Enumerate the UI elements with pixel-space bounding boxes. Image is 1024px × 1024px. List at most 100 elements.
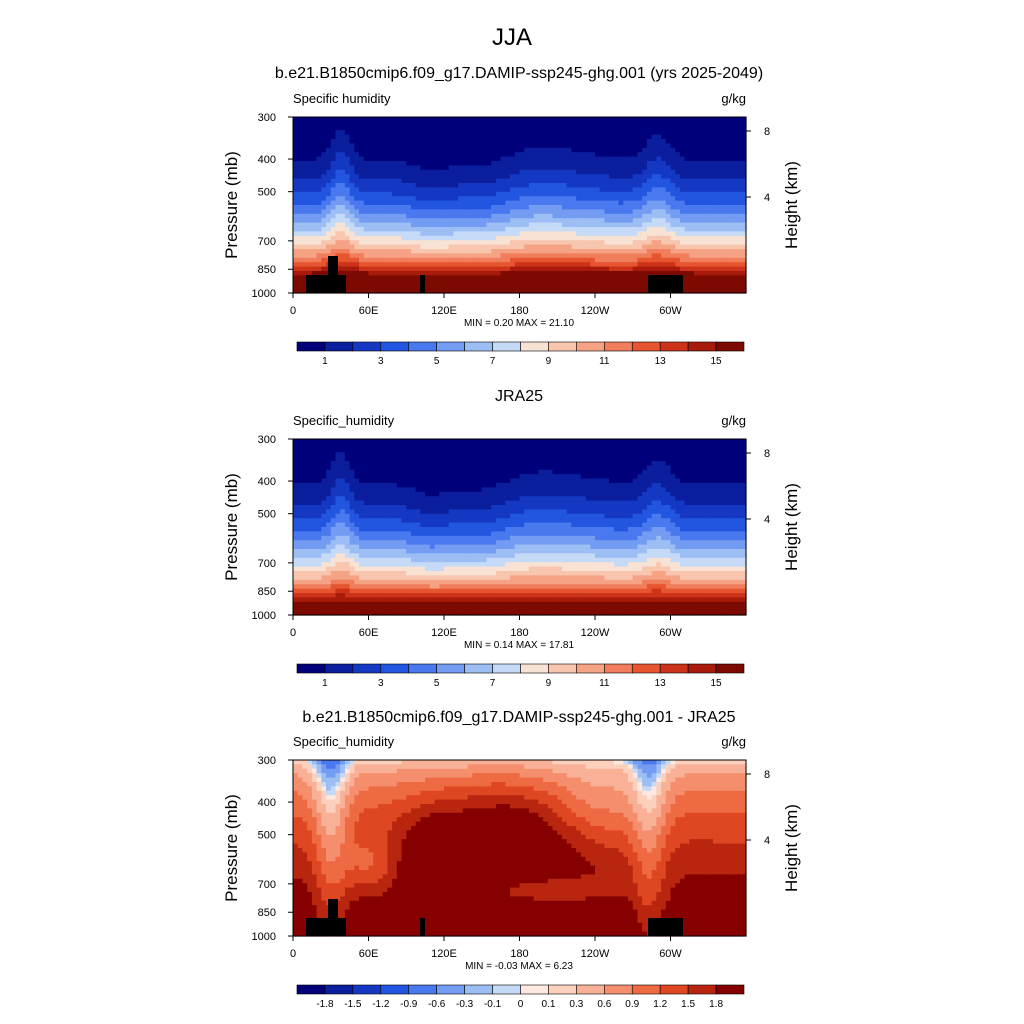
field-cell [429,487,436,493]
field-cell [392,227,398,232]
field-cell [552,121,558,127]
field-cell [354,456,360,462]
field-cell [637,147,643,153]
field-cell [406,452,412,458]
field-cell [344,266,351,272]
field-cell [505,196,511,202]
field-cell [717,209,724,215]
field-cell [477,271,483,276]
field-cell [717,240,724,246]
field-cell [410,152,417,158]
field-cell [595,130,601,136]
field-cell [623,134,629,140]
field-cell [340,249,346,254]
field-cell [722,275,728,281]
field-cell [377,249,384,254]
field-cell [363,235,370,241]
field-cell [467,465,473,471]
field-cell [293,196,299,202]
field-cell [642,139,648,144]
field-cell [410,244,417,250]
field-cell [439,165,445,171]
field-cell [406,279,412,285]
field-cell [401,275,407,281]
field-cell [613,213,620,219]
field-cell [736,244,742,250]
field-cell [387,465,393,471]
field-cell [467,456,473,462]
field-cell [382,143,388,149]
field-cell [401,139,407,144]
field-cell [392,257,398,263]
field-cell [359,213,365,219]
field-cell [382,205,388,210]
field-cell [628,227,634,232]
field-cell [514,227,521,232]
field-cell [510,227,516,232]
field-cell [382,147,388,153]
field-cell [599,288,606,294]
field-cell [736,253,742,259]
field-cell [557,191,563,197]
field-cell [505,222,511,228]
field-cell [363,218,370,224]
field-cell [675,478,681,484]
field-cell [514,169,521,175]
field-cell [524,284,530,290]
field-cell [595,147,601,153]
field-cell [642,117,648,122]
field-cell [613,152,620,158]
field-cell [599,249,606,254]
field-cell [538,121,544,127]
field-cell [552,244,558,250]
field-cell [387,117,393,122]
field-cell [392,130,398,136]
field-cell [689,439,695,444]
field-cell [552,191,558,197]
field-cell [703,156,709,162]
field-cell [609,253,615,259]
field-cell [722,235,728,241]
field-cell [439,174,445,180]
field-cell [462,284,469,290]
field-cell [444,447,450,453]
field-cell [363,244,370,250]
field-cell [580,271,587,276]
field-cell [736,183,742,188]
field-cell [566,447,573,453]
field-cell [344,213,351,219]
field-cell [623,169,629,175]
colorbar-box [715,341,745,352]
field-cell [628,447,634,453]
field-cell [472,205,478,210]
field-cell [741,205,747,210]
field-cell [595,139,601,144]
field-cell [538,284,544,290]
field-cell [543,452,549,458]
field-cell [326,147,332,153]
field-cell [736,465,742,471]
field-cell [387,205,393,210]
field-cell [708,443,714,449]
field-cell [302,218,308,224]
field-cell [377,474,384,480]
field-cell [599,456,606,462]
field-cell [661,139,667,144]
field-cell [368,125,374,131]
field-cell [613,443,620,449]
field-cell [377,209,384,215]
field-cell [363,165,370,171]
field-cell [444,121,450,127]
field-cell [335,187,341,193]
field-cell [510,439,516,444]
field-cell [297,443,304,449]
field-cell [321,156,327,162]
field-cell [552,443,558,449]
field-cell [727,461,733,466]
field-cell [689,143,695,149]
field-cell [618,483,624,488]
field-cell [500,439,506,444]
field-cell [543,262,549,268]
field-cell [458,235,464,241]
field-cell [368,152,374,158]
